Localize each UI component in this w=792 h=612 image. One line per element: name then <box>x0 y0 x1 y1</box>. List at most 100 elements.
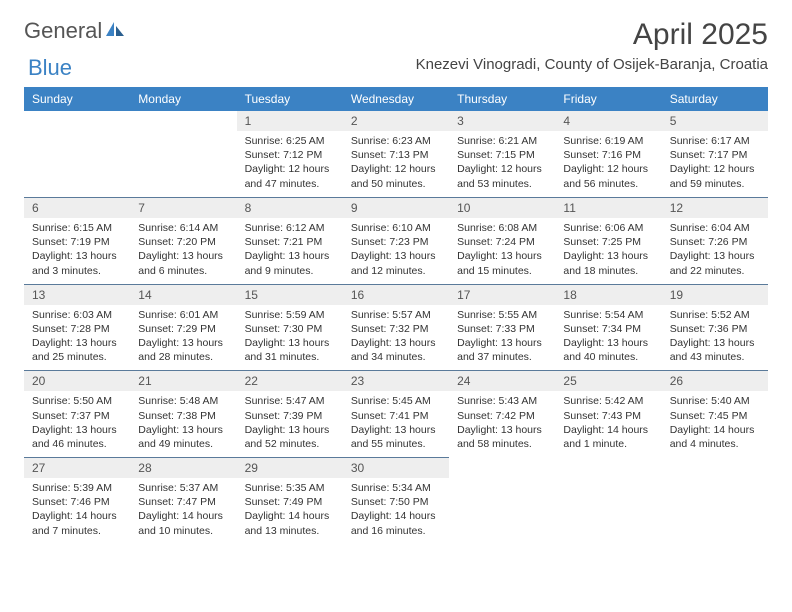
day-number: 24 <box>449 370 555 391</box>
day-details: Sunrise: 6:03 AMSunset: 7:28 PMDaylight:… <box>24 305 130 371</box>
weekday-header: Tuesday <box>237 87 343 111</box>
day-number: 30 <box>343 457 449 478</box>
day-details: Sunrise: 5:48 AMSunset: 7:38 PMDaylight:… <box>130 391 236 457</box>
day-details: Sunrise: 6:10 AMSunset: 7:23 PMDaylight:… <box>343 218 449 284</box>
day-details: Sunrise: 6:08 AMSunset: 7:24 PMDaylight:… <box>449 218 555 284</box>
calendar-day-cell: 24Sunrise: 5:43 AMSunset: 7:42 PMDayligh… <box>449 370 555 457</box>
day-details: Sunrise: 5:59 AMSunset: 7:30 PMDaylight:… <box>237 305 343 371</box>
weekday-header: Monday <box>130 87 236 111</box>
calendar-day-cell: 21Sunrise: 5:48 AMSunset: 7:38 PMDayligh… <box>130 370 236 457</box>
day-details: Sunrise: 6:12 AMSunset: 7:21 PMDaylight:… <box>237 218 343 284</box>
calendar-day-cell <box>24 111 130 197</box>
calendar-week-row: 1Sunrise: 6:25 AMSunset: 7:12 PMDaylight… <box>24 111 768 197</box>
day-details: Sunrise: 5:34 AMSunset: 7:50 PMDaylight:… <box>343 478 449 544</box>
day-details: Sunrise: 5:57 AMSunset: 7:32 PMDaylight:… <box>343 305 449 371</box>
day-number: 29 <box>237 457 343 478</box>
calendar-day-cell: 25Sunrise: 5:42 AMSunset: 7:43 PMDayligh… <box>555 370 661 457</box>
calendar-day-cell: 19Sunrise: 5:52 AMSunset: 7:36 PMDayligh… <box>662 284 768 371</box>
day-number: 8 <box>237 197 343 218</box>
day-number: 14 <box>130 284 236 305</box>
calendar-day-cell: 22Sunrise: 5:47 AMSunset: 7:39 PMDayligh… <box>237 370 343 457</box>
day-number: 27 <box>24 457 130 478</box>
calendar-day-cell: 20Sunrise: 5:50 AMSunset: 7:37 PMDayligh… <box>24 370 130 457</box>
day-details: Sunrise: 6:17 AMSunset: 7:17 PMDaylight:… <box>662 131 768 197</box>
day-number: 7 <box>130 197 236 218</box>
day-number: 12 <box>662 197 768 218</box>
day-details: Sunrise: 5:42 AMSunset: 7:43 PMDaylight:… <box>555 391 661 457</box>
weekday-header: Wednesday <box>343 87 449 111</box>
day-details: Sunrise: 5:52 AMSunset: 7:36 PMDaylight:… <box>662 305 768 371</box>
day-details: Sunrise: 6:25 AMSunset: 7:12 PMDaylight:… <box>237 131 343 197</box>
calendar-day-cell <box>555 457 661 544</box>
calendar-day-cell <box>662 457 768 544</box>
location-subtitle: Knezevi Vinogradi, County of Osijek-Bara… <box>416 56 768 73</box>
day-details: Sunrise: 5:40 AMSunset: 7:45 PMDaylight:… <box>662 391 768 457</box>
day-details: Sunrise: 5:39 AMSunset: 7:46 PMDaylight:… <box>24 478 130 544</box>
day-number: 4 <box>555 111 661 131</box>
calendar-day-cell: 15Sunrise: 5:59 AMSunset: 7:30 PMDayligh… <box>237 284 343 371</box>
day-number: 9 <box>343 197 449 218</box>
day-details: Sunrise: 5:45 AMSunset: 7:41 PMDaylight:… <box>343 391 449 457</box>
day-number: 28 <box>130 457 236 478</box>
day-details: Sunrise: 5:35 AMSunset: 7:49 PMDaylight:… <box>237 478 343 544</box>
day-details: Sunrise: 6:04 AMSunset: 7:26 PMDaylight:… <box>662 218 768 284</box>
day-number: 5 <box>662 111 768 131</box>
day-number: 26 <box>662 370 768 391</box>
day-details: Sunrise: 6:19 AMSunset: 7:16 PMDaylight:… <box>555 131 661 197</box>
logo-sail-icon <box>106 20 126 43</box>
day-details: Sunrise: 5:50 AMSunset: 7:37 PMDaylight:… <box>24 391 130 457</box>
calendar-day-cell: 4Sunrise: 6:19 AMSunset: 7:16 PMDaylight… <box>555 111 661 197</box>
calendar-day-cell: 17Sunrise: 5:55 AMSunset: 7:33 PMDayligh… <box>449 284 555 371</box>
calendar-table: SundayMondayTuesdayWednesdayThursdayFrid… <box>24 87 768 544</box>
calendar-day-cell: 9Sunrise: 6:10 AMSunset: 7:23 PMDaylight… <box>343 197 449 284</box>
calendar-day-cell: 13Sunrise: 6:03 AMSunset: 7:28 PMDayligh… <box>24 284 130 371</box>
day-details: Sunrise: 6:14 AMSunset: 7:20 PMDaylight:… <box>130 218 236 284</box>
calendar-day-cell: 1Sunrise: 6:25 AMSunset: 7:12 PMDaylight… <box>237 111 343 197</box>
calendar-week-row: 27Sunrise: 5:39 AMSunset: 7:46 PMDayligh… <box>24 457 768 544</box>
calendar-week-row: 6Sunrise: 6:15 AMSunset: 7:19 PMDaylight… <box>24 197 768 284</box>
day-number: 10 <box>449 197 555 218</box>
weekday-header: Friday <box>555 87 661 111</box>
calendar-day-cell <box>449 457 555 544</box>
weekday-header: Sunday <box>24 87 130 111</box>
calendar-day-cell: 10Sunrise: 6:08 AMSunset: 7:24 PMDayligh… <box>449 197 555 284</box>
calendar-body: 1Sunrise: 6:25 AMSunset: 7:12 PMDaylight… <box>24 111 768 544</box>
day-details: Sunrise: 5:37 AMSunset: 7:47 PMDaylight:… <box>130 478 236 544</box>
day-number: 3 <box>449 111 555 131</box>
day-details: Sunrise: 6:01 AMSunset: 7:29 PMDaylight:… <box>130 305 236 371</box>
day-number: 2 <box>343 111 449 131</box>
day-number: 17 <box>449 284 555 305</box>
day-number: 18 <box>555 284 661 305</box>
calendar-day-cell: 18Sunrise: 5:54 AMSunset: 7:34 PMDayligh… <box>555 284 661 371</box>
calendar-day-cell: 16Sunrise: 5:57 AMSunset: 7:32 PMDayligh… <box>343 284 449 371</box>
calendar-day-cell: 28Sunrise: 5:37 AMSunset: 7:47 PMDayligh… <box>130 457 236 544</box>
logo-word-2: Blue <box>28 55 72 81</box>
calendar-day-cell: 2Sunrise: 6:23 AMSunset: 7:13 PMDaylight… <box>343 111 449 197</box>
calendar-day-cell: 8Sunrise: 6:12 AMSunset: 7:21 PMDaylight… <box>237 197 343 284</box>
day-number: 6 <box>24 197 130 218</box>
weekday-header-row: SundayMondayTuesdayWednesdayThursdayFrid… <box>24 87 768 111</box>
calendar-day-cell: 14Sunrise: 6:01 AMSunset: 7:29 PMDayligh… <box>130 284 236 371</box>
day-number: 11 <box>555 197 661 218</box>
day-number: 1 <box>237 111 343 131</box>
day-number: 21 <box>130 370 236 391</box>
logo: General <box>24 18 128 44</box>
day-number: 15 <box>237 284 343 305</box>
day-details: Sunrise: 5:55 AMSunset: 7:33 PMDaylight:… <box>449 305 555 371</box>
calendar-week-row: 20Sunrise: 5:50 AMSunset: 7:37 PMDayligh… <box>24 370 768 457</box>
calendar-day-cell: 27Sunrise: 5:39 AMSunset: 7:46 PMDayligh… <box>24 457 130 544</box>
day-details: Sunrise: 6:23 AMSunset: 7:13 PMDaylight:… <box>343 131 449 197</box>
day-number: 20 <box>24 370 130 391</box>
calendar-day-cell: 11Sunrise: 6:06 AMSunset: 7:25 PMDayligh… <box>555 197 661 284</box>
calendar-day-cell: 12Sunrise: 6:04 AMSunset: 7:26 PMDayligh… <box>662 197 768 284</box>
day-details: Sunrise: 6:21 AMSunset: 7:15 PMDaylight:… <box>449 131 555 197</box>
day-number: 19 <box>662 284 768 305</box>
day-number: 13 <box>24 284 130 305</box>
calendar-day-cell: 3Sunrise: 6:21 AMSunset: 7:15 PMDaylight… <box>449 111 555 197</box>
day-details: Sunrise: 5:43 AMSunset: 7:42 PMDaylight:… <box>449 391 555 457</box>
title-block: April 2025 Knezevi Vinogradi, County of … <box>416 18 768 73</box>
day-number: 16 <box>343 284 449 305</box>
calendar-day-cell: 30Sunrise: 5:34 AMSunset: 7:50 PMDayligh… <box>343 457 449 544</box>
calendar-day-cell: 26Sunrise: 5:40 AMSunset: 7:45 PMDayligh… <box>662 370 768 457</box>
calendar-day-cell: 7Sunrise: 6:14 AMSunset: 7:20 PMDaylight… <box>130 197 236 284</box>
